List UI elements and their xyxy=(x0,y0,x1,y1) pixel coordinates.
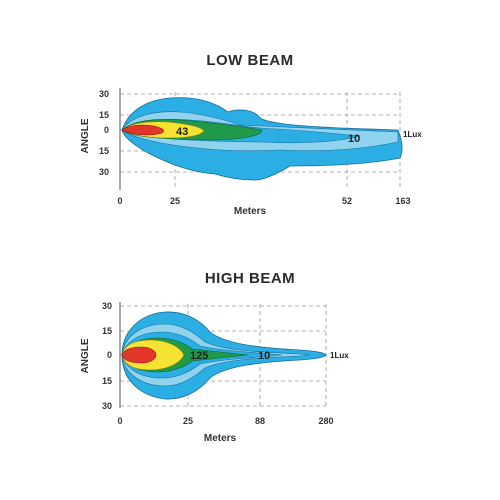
high-beam-ytick: 30 xyxy=(102,401,112,411)
low-beam-ytick: 0 xyxy=(104,125,109,135)
low-beam-ytick: 30 xyxy=(99,167,109,177)
low-beam-region-core xyxy=(121,124,164,136)
high-beam-ytick: 15 xyxy=(102,326,112,336)
low-beam-xtick: 163 xyxy=(395,196,410,206)
low-beam-xtick: 0 xyxy=(117,196,122,206)
low-beam-xlabel: Meters xyxy=(234,206,267,217)
low-beam-chart: 30 15 0 15 30 0 25 52 163 Meters ANGLE 4… xyxy=(80,88,422,217)
high-beam-xlabel: Meters xyxy=(204,433,237,444)
low-beam-contour-label-43: 43 xyxy=(176,126,188,138)
high-beam-chart: 30 15 0 15 30 0 25 88 280 Meters ANGLE 1… xyxy=(80,301,349,444)
low-beam-title: LOW BEAM xyxy=(206,52,294,69)
high-beam-ytick: 0 xyxy=(107,350,112,360)
high-beam-contour-label-10: 10 xyxy=(258,350,270,362)
high-beam-contour-label-125: 125 xyxy=(190,350,208,362)
low-beam-ytick: 15 xyxy=(99,110,109,120)
high-beam-xtick: 88 xyxy=(255,416,265,426)
high-beam-ytick: 15 xyxy=(102,376,112,386)
low-beam-xtick: 25 xyxy=(170,196,180,206)
low-beam-contour-label-1lux: 1Lux xyxy=(403,130,422,139)
high-beam-xtick: 25 xyxy=(183,416,193,426)
low-beam-ytick: 15 xyxy=(99,146,109,156)
high-beam-region-core xyxy=(121,346,157,364)
high-beam-contour-label-1lux: 1Lux xyxy=(330,351,349,360)
high-beam-ytick: 30 xyxy=(102,301,112,311)
high-beam-ylabel: ANGLE xyxy=(80,338,91,373)
low-beam-ytick: 30 xyxy=(99,89,109,99)
high-beam-xtick: 0 xyxy=(117,416,122,426)
low-beam-xtick: 52 xyxy=(342,196,352,206)
low-beam-contour-label-10: 10 xyxy=(348,133,360,145)
high-beam-title: HIGH BEAM xyxy=(204,270,296,287)
high-beam-xtick: 280 xyxy=(318,416,333,426)
low-beam-ylabel: ANGLE xyxy=(80,118,91,153)
